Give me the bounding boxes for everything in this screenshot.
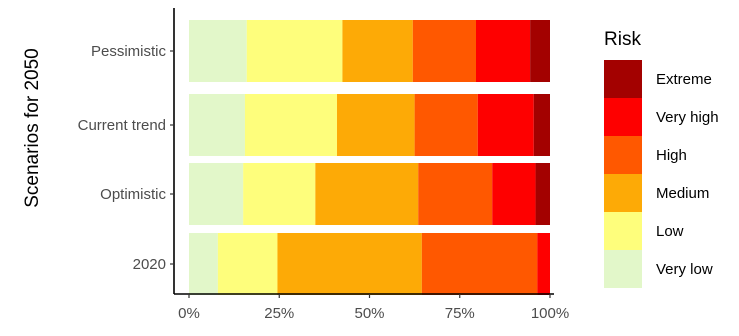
bar-medium-current-trend [337, 94, 415, 156]
bar-very-high-current-trend [477, 94, 534, 156]
bar-very-high-optimistic [492, 163, 536, 225]
y-tick-label: Current trend [78, 117, 166, 134]
legend-key-medium [604, 174, 642, 212]
legend-label-very-low: Very low [656, 261, 713, 278]
y-tick-label: 2020 [133, 256, 166, 273]
legend-key-very-low [604, 250, 642, 288]
bar-low-current-trend [244, 94, 338, 156]
legend-label-high: High [656, 147, 687, 164]
bar-medium-pessimistic [342, 20, 413, 82]
y-tick-label: Pessimistic [91, 43, 167, 60]
legend-key-very-high [604, 98, 642, 136]
y-axis-title: Scenarios for 2050 [22, 48, 43, 208]
bar-very-high-pessimistic [475, 20, 531, 82]
legend-key-low [604, 212, 642, 250]
bar-very-low-current-trend [189, 94, 245, 156]
legend-key-high [604, 136, 642, 174]
y-tick-label: Optimistic [100, 186, 166, 203]
bar-low-pessimistic [246, 20, 343, 82]
bar-low-optimistic [243, 163, 316, 225]
x-tick-label: 0% [178, 305, 200, 322]
legend-label-extreme: Extreme [656, 71, 712, 88]
bar-high-optimistic [418, 163, 493, 225]
x-tick-label: 50% [354, 305, 384, 322]
bar-high-2020 [421, 233, 538, 295]
bars-layer [189, 20, 550, 295]
bar-extreme-current-trend [533, 94, 550, 156]
legend-label-medium: Medium [656, 185, 709, 202]
bar-high-pessimistic [412, 20, 476, 82]
bar-very-high-2020 [537, 233, 550, 295]
legend-label-very-high: Very high [656, 109, 719, 126]
axes-layer [173, 8, 554, 295]
bar-very-low-pessimistic [189, 20, 247, 82]
bar-medium-optimistic [315, 163, 419, 225]
bar-medium-2020 [277, 233, 422, 295]
legend-key-extreme [604, 60, 642, 98]
bar-extreme-optimistic [535, 163, 550, 225]
bar-extreme-pessimistic [530, 20, 550, 82]
legend-title: Risk [604, 29, 641, 50]
x-tick-label: 25% [264, 305, 294, 322]
legend-label-low: Low [656, 223, 684, 240]
bar-very-low-2020 [189, 233, 218, 295]
bar-very-low-optimistic [189, 163, 244, 225]
legend: Risk Extreme Very high High Medium Low Very l… [604, 29, 719, 288]
bar-low-2020 [217, 233, 278, 295]
x-tick-label: 100% [531, 305, 569, 322]
ticks-layer: Pessimistic Current trend Optimistic 2020 0%… [78, 43, 570, 322]
bar-high-current-trend [414, 94, 478, 156]
x-tick-label: 75% [445, 305, 475, 322]
